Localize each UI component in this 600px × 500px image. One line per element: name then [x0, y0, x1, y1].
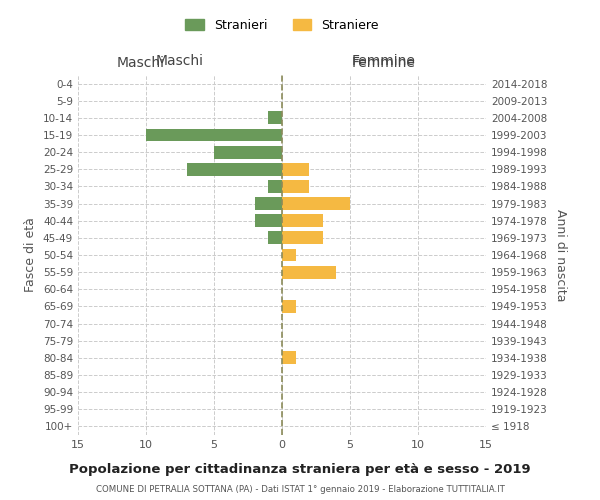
Bar — [282, 266, 337, 278]
Bar — [282, 352, 296, 364]
Bar — [268, 112, 282, 124]
Text: Femmine: Femmine — [352, 56, 416, 70]
Bar — [282, 180, 309, 193]
Bar — [255, 197, 282, 210]
Bar — [282, 163, 309, 175]
Text: Maschi: Maschi — [156, 54, 204, 68]
Bar — [268, 180, 282, 193]
Bar — [214, 146, 282, 158]
Bar — [255, 214, 282, 227]
Bar — [146, 128, 282, 141]
Bar — [268, 232, 282, 244]
Bar — [282, 300, 296, 313]
Text: COMUNE DI PETRALIA SOTTANA (PA) - Dati ISTAT 1° gennaio 2019 - Elaborazione TUTT: COMUNE DI PETRALIA SOTTANA (PA) - Dati I… — [95, 485, 505, 494]
Bar — [282, 214, 323, 227]
Bar — [282, 232, 323, 244]
Y-axis label: Fasce di età: Fasce di età — [25, 218, 37, 292]
Text: Femmine: Femmine — [352, 54, 416, 68]
Text: Maschi: Maschi — [117, 56, 165, 70]
Bar — [282, 197, 350, 210]
Bar — [187, 163, 282, 175]
Bar — [282, 248, 296, 262]
Text: Popolazione per cittadinanza straniera per età e sesso - 2019: Popolazione per cittadinanza straniera p… — [69, 462, 531, 475]
Y-axis label: Anni di nascita: Anni di nascita — [554, 209, 567, 301]
Legend: Stranieri, Straniere: Stranieri, Straniere — [180, 14, 384, 37]
